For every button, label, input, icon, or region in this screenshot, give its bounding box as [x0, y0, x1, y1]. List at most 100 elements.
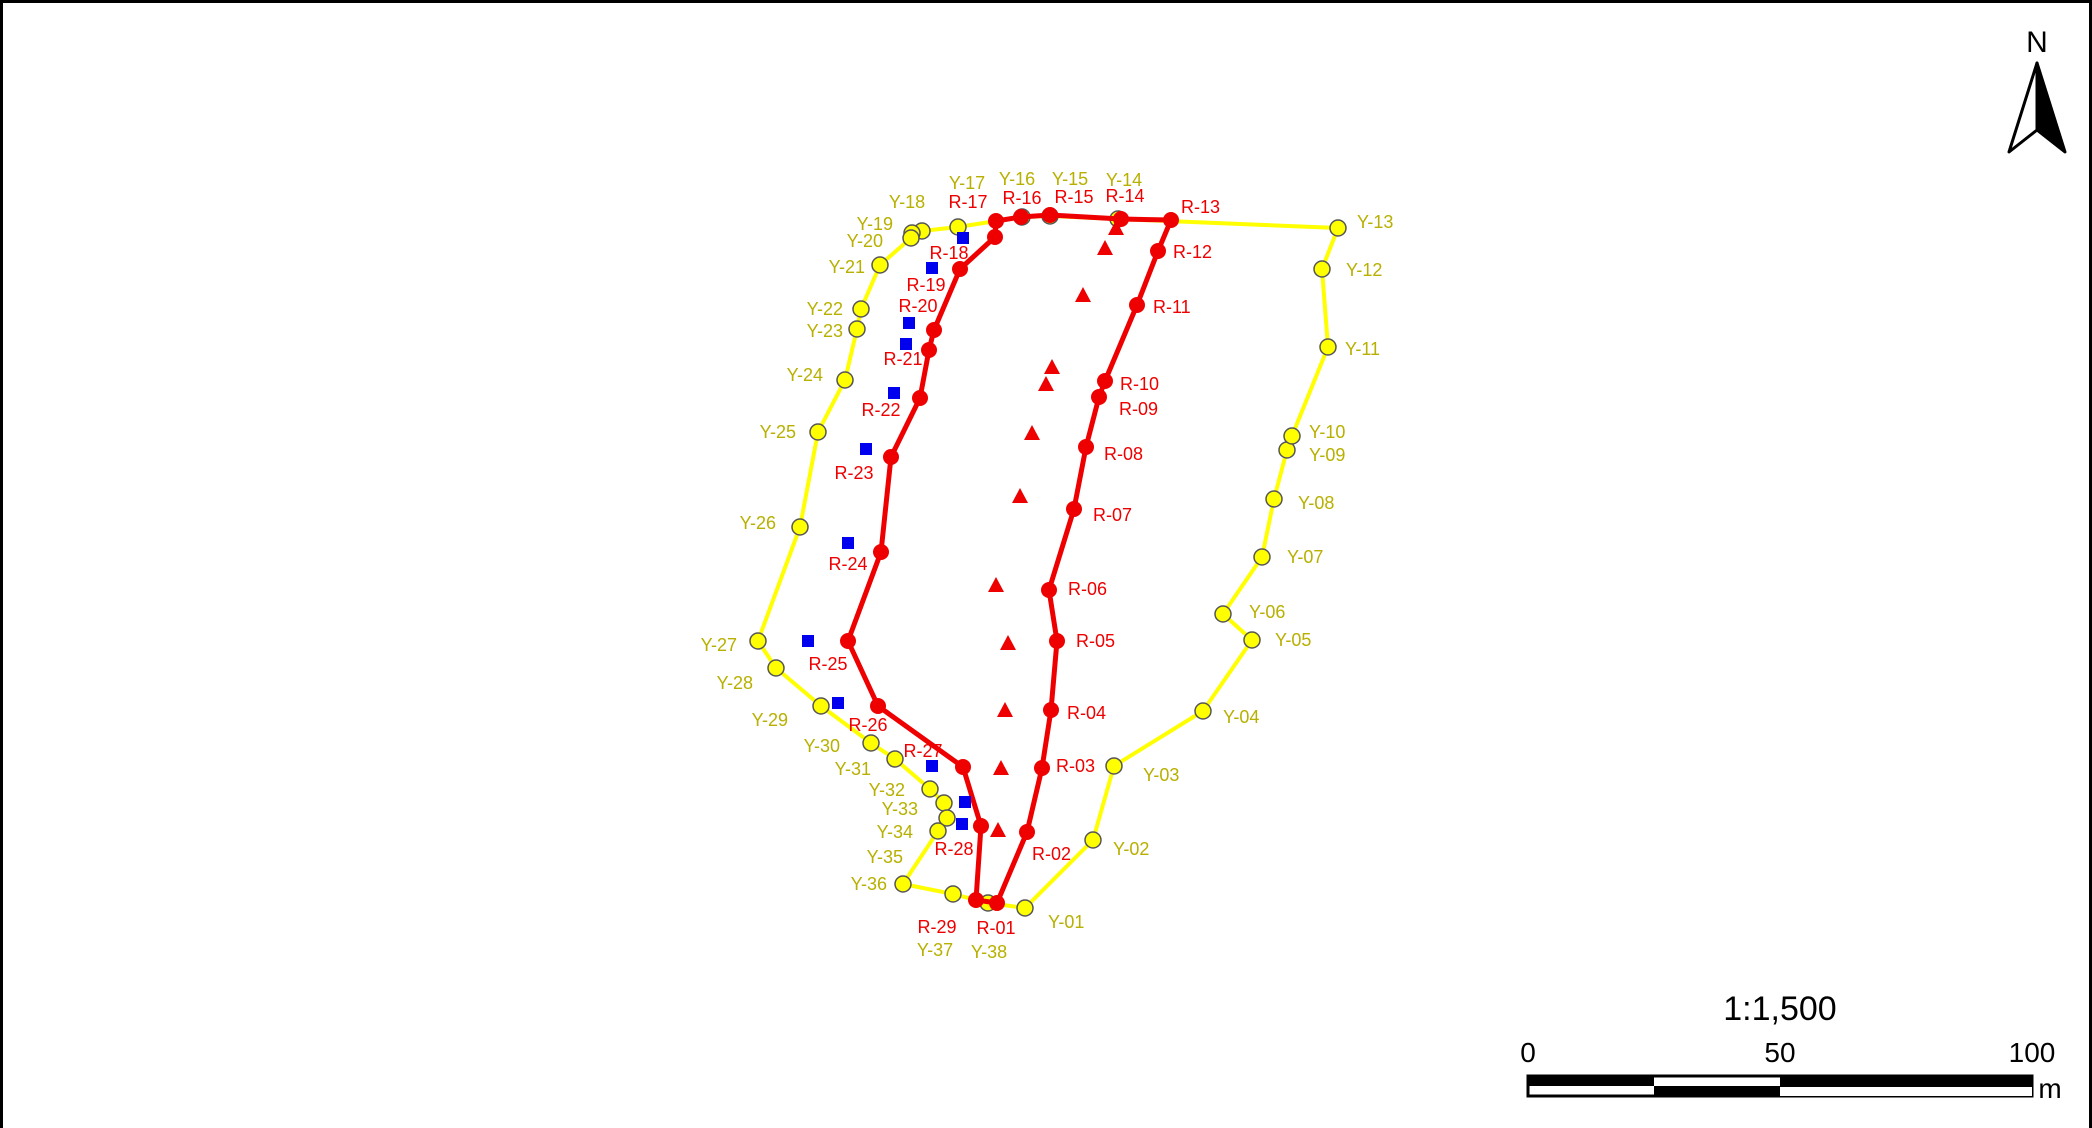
red-points-group: R-01 R-02 R-03 R-04 R-05 R-06 R-07 R-08 R-09 R-10… [808, 186, 1220, 938]
scale-bar-seg-4 [1780, 1086, 2032, 1096]
yellow-point-label: Y-22 [807, 299, 843, 319]
yellow-point-label: Y-04 [1223, 707, 1259, 727]
yellow-point-label: Y-33 [882, 799, 918, 819]
yellow-point-label: Y-26 [740, 513, 776, 533]
yellow-point-label: Y-36 [851, 874, 887, 894]
red-point-label: R-14 [1105, 186, 1144, 206]
square-marker [926, 262, 938, 274]
square-markers-group [802, 232, 971, 830]
yellow-point-marker [1084, 831, 1102, 849]
yellow-point-label: Y-10 [1309, 422, 1345, 442]
red-point-marker [1066, 501, 1082, 517]
red-point-marker [1097, 373, 1113, 389]
triangle-marker [1044, 359, 1060, 374]
red-point-label: R-07 [1093, 505, 1132, 525]
triangle-marker [1024, 425, 1040, 440]
yellow-point-marker [921, 780, 939, 798]
red-point-label: R-10 [1120, 374, 1159, 394]
north-label: N [2026, 26, 2048, 59]
yellow-point-label: Y-13 [1357, 212, 1393, 232]
square-marker [957, 232, 969, 244]
yellow-point-label: Y-29 [752, 710, 788, 730]
red-point-label: R-20 [898, 296, 937, 316]
triangle-marker [1000, 635, 1016, 650]
yellow-point-marker [1194, 702, 1212, 720]
scale-bar-seg-3 [1780, 1076, 2032, 1086]
scale-ratio: 1:1,500 [1723, 990, 1836, 1028]
yellow-point-marker [852, 300, 870, 318]
yellow-point-label: Y-30 [804, 736, 840, 756]
yellow-point-label: Y-20 [847, 231, 883, 251]
yellow-point-marker [902, 229, 920, 247]
yellow-point-label: Y-23 [807, 321, 843, 341]
red-point-marker [883, 449, 899, 465]
red-point-marker [1019, 824, 1035, 840]
triangle-marker [1075, 287, 1091, 302]
yellow-point-label: Y-31 [835, 759, 871, 779]
red-point-label: R-17 [948, 192, 987, 212]
red-point-marker [1013, 209, 1029, 225]
red-point-marker [921, 342, 937, 358]
red-point-label: R-23 [834, 463, 873, 483]
red-point-label: R-15 [1054, 187, 1093, 207]
red-point-marker [912, 390, 928, 406]
yellow-point-marker [894, 875, 912, 893]
red-point-marker [870, 698, 886, 714]
yellow-point-label: Y-19 [857, 214, 893, 234]
yellow-point-label: Y-01 [1048, 912, 1084, 932]
yellow-point-marker [1265, 490, 1283, 508]
yellow-point-marker [935, 794, 953, 812]
yellow-point-label: Y-28 [717, 673, 753, 693]
square-marker [832, 697, 844, 709]
red-point-marker [1043, 702, 1059, 718]
red-point-label: R-05 [1076, 631, 1115, 651]
red-point-marker [955, 759, 971, 775]
red-point-marker [1034, 760, 1050, 776]
triangle-markers-group [988, 220, 1124, 837]
red-point-marker [968, 892, 984, 908]
yellow-point-label: Y-14 [1106, 170, 1142, 190]
triangle-marker [1108, 220, 1124, 235]
red-point-label: R-12 [1173, 242, 1212, 262]
red-point-label: R-16 [1002, 188, 1041, 208]
yellow-point-label: Y-12 [1346, 260, 1382, 280]
red-point-label: R-28 [934, 839, 973, 859]
north-arrow-right-half [2035, 61, 2067, 154]
square-marker [802, 635, 814, 647]
red-point-marker [988, 213, 1004, 229]
yellow-point-label: Y-34 [877, 822, 913, 842]
red-point-label: R-21 [883, 349, 922, 369]
yellow-point-marker [836, 371, 854, 389]
yellow-point-marker [1016, 899, 1034, 917]
yellow-point-marker [938, 809, 956, 827]
yellow-point-label: Y-07 [1287, 547, 1323, 567]
yellow-point-label: Y-21 [829, 257, 865, 277]
red-point-label: R-04 [1067, 703, 1106, 723]
triangle-marker [1012, 488, 1028, 503]
yellow-point-marker [1283, 427, 1301, 445]
square-marker [860, 443, 872, 455]
red-point-marker [1091, 389, 1107, 405]
yellow-point-marker [848, 320, 866, 338]
yellow-point-label: Y-38 [971, 942, 1007, 962]
scale-tick-0: 0 [1520, 1037, 1536, 1068]
yellow-point-label: Y-32 [869, 780, 905, 800]
yellow-point-label: Y-11 [1345, 339, 1380, 359]
yellow-point-marker [767, 659, 785, 677]
square-marker [926, 760, 938, 772]
yellow-point-marker [1243, 631, 1261, 649]
red-point-marker [1041, 582, 1057, 598]
square-marker [956, 818, 968, 830]
square-marker [888, 387, 900, 399]
square-marker [842, 537, 854, 549]
red-point-label: R-13 [1181, 197, 1220, 217]
yellow-point-label: Y-17 [949, 173, 985, 193]
yellow-point-marker [929, 822, 947, 840]
yellow-point-marker [812, 697, 830, 715]
red-point-marker [1042, 207, 1058, 223]
red-point-label: R-09 [1119, 399, 1158, 419]
scale-unit: m [2038, 1073, 2061, 1104]
triangle-marker [993, 760, 1009, 775]
red-point-label: R-03 [1056, 756, 1095, 776]
